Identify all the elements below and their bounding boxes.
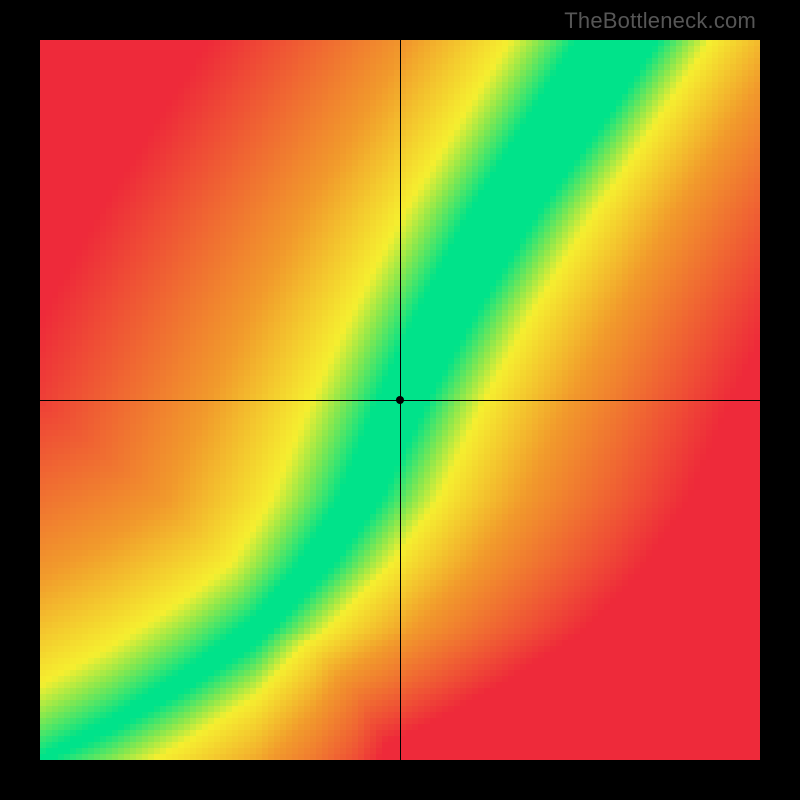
watermark-text: TheBottleneck.com xyxy=(564,8,756,34)
chart-frame: TheBottleneck.com xyxy=(0,0,800,800)
plot-area xyxy=(40,40,760,760)
marker-dot[interactable] xyxy=(396,396,404,404)
